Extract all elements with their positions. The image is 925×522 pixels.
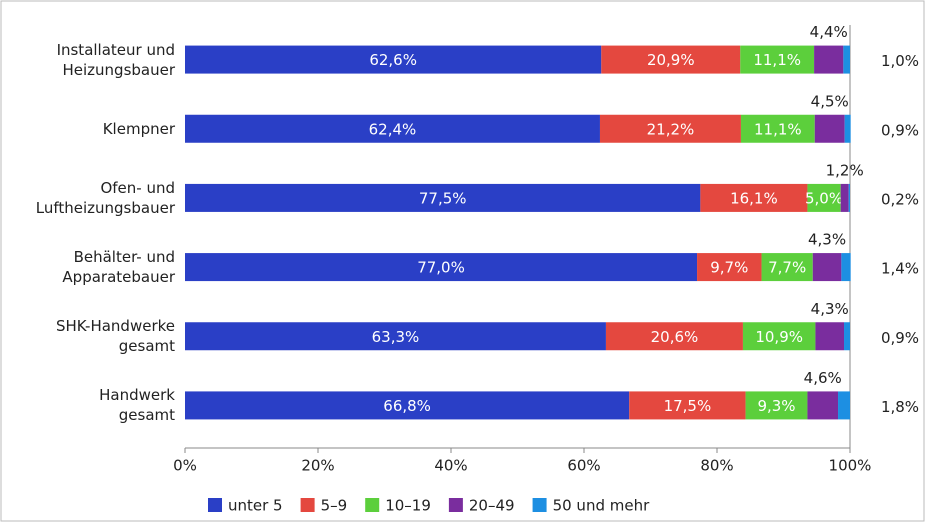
category-label: Ofen- und Luftheizungsbauer [35, 178, 175, 217]
value-label: 62,4% [369, 120, 417, 138]
x-tick-label: 20% [301, 457, 334, 475]
value-label: 4,4% [810, 23, 848, 41]
legend-swatch [208, 498, 222, 512]
bar-segment [807, 391, 839, 420]
x-tick-label: 80% [700, 457, 733, 475]
bar-segment [814, 45, 844, 74]
bar-segment [629, 391, 746, 420]
category-label: Klempner [102, 119, 175, 138]
bar-segment [185, 391, 630, 420]
value-label: 63,3% [372, 328, 420, 346]
category-label: SHK-Handwerke gesamt [55, 317, 175, 356]
value-label: 10,9% [755, 328, 803, 346]
bar-segment [697, 253, 762, 282]
value-label: 0,9% [881, 121, 919, 139]
value-label: 20,9% [647, 51, 695, 69]
bar-segment [812, 253, 842, 282]
x-tick-label: 60% [567, 457, 600, 475]
bar-segment [840, 183, 849, 212]
bar-segment [844, 322, 850, 351]
bar-segment [599, 114, 741, 143]
bar-segment [740, 45, 815, 74]
value-label: 17,5% [664, 397, 712, 415]
bar-segment [740, 114, 815, 143]
bar-segment [841, 253, 851, 282]
bar-segment [815, 322, 845, 351]
value-label: 21,2% [647, 120, 695, 138]
value-label: 1,0% [881, 52, 919, 70]
value-label: 5,0% [805, 189, 843, 207]
legend-label: 20–49 [469, 497, 515, 515]
bar-segment [844, 114, 851, 143]
value-label: 4,3% [808, 231, 846, 249]
value-label: 9,3% [757, 397, 795, 415]
x-tick-label: 40% [434, 457, 467, 475]
value-label: 16,1% [730, 189, 778, 207]
bar-segment [814, 114, 845, 143]
value-label: 0,9% [881, 329, 919, 347]
value-label: 4,5% [811, 92, 849, 110]
bar-segment [761, 253, 813, 282]
bar-segment [807, 183, 841, 212]
legend-swatch [448, 498, 463, 512]
x-tick-label: 0% [173, 457, 197, 475]
value-label: 11,1% [753, 51, 801, 69]
value-label: 77,5% [419, 189, 467, 207]
value-label: 1,2% [826, 161, 864, 179]
category-label: Handwerk gesamt [99, 386, 175, 425]
value-label: 1,4% [881, 260, 919, 278]
bar-segment [838, 391, 850, 420]
bar-segment [185, 183, 701, 212]
bar-segment [185, 322, 606, 351]
value-label: 11,1% [754, 120, 802, 138]
value-label: 9,7% [710, 259, 748, 277]
legend-label: 10–19 [385, 497, 431, 515]
bar-segment [742, 322, 816, 351]
value-label: 4,3% [811, 300, 849, 318]
legend-label: 5–9 [321, 497, 348, 515]
legend-label: 50 und mehr [553, 497, 651, 515]
value-label: 20,6% [651, 328, 699, 346]
value-label: 1,8% [881, 398, 919, 416]
bar-segment [605, 322, 743, 351]
value-label: 7,7% [768, 259, 806, 277]
bar-segment [848, 183, 850, 212]
x-tick-label: 100% [829, 457, 872, 475]
bar-segment [601, 45, 741, 74]
legend-swatch [300, 498, 315, 512]
bar-segment [700, 183, 808, 212]
value-label: 62,6% [369, 51, 417, 69]
bar-segment [185, 45, 602, 74]
value-label: 66,8% [383, 397, 431, 415]
legend-swatch [365, 498, 380, 512]
value-label: 0,2% [881, 190, 919, 208]
bar-segment [843, 45, 850, 74]
bar-segment [745, 391, 808, 420]
bar-segment [185, 253, 698, 282]
value-label: 4,6% [804, 369, 842, 387]
bar-segment [185, 114, 600, 143]
legend-swatch [532, 498, 547, 512]
category-label: Behälter- und Apparatebauer [62, 248, 175, 287]
legend-label: unter 5 [228, 497, 283, 515]
category-label: Installateur und Heizungsbauer [56, 40, 175, 79]
value-label: 77,0% [417, 259, 465, 277]
